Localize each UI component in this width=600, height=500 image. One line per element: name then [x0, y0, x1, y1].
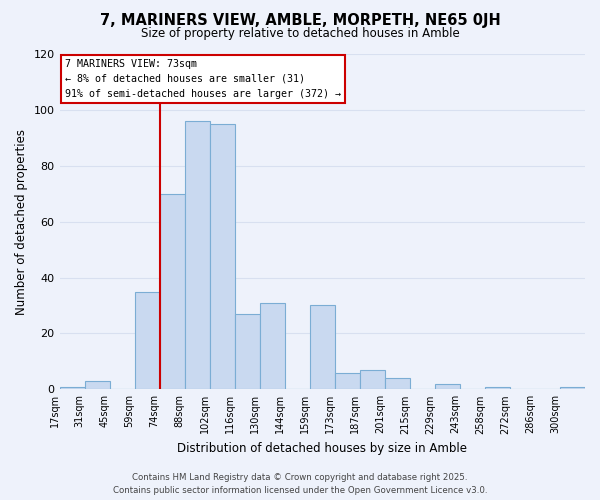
Text: Size of property relative to detached houses in Amble: Size of property relative to detached ho… — [140, 28, 460, 40]
Text: 7, MARINERS VIEW, AMBLE, MORPETH, NE65 0JH: 7, MARINERS VIEW, AMBLE, MORPETH, NE65 0… — [100, 12, 500, 28]
Bar — [335, 372, 360, 390]
Bar — [485, 386, 510, 390]
Text: 7 MARINERS VIEW: 73sqm
← 8% of detached houses are smaller (31)
91% of semi-deta: 7 MARINERS VIEW: 73sqm ← 8% of detached … — [65, 59, 341, 98]
Bar — [209, 124, 235, 390]
Bar — [360, 370, 385, 390]
Bar — [385, 378, 410, 390]
Y-axis label: Number of detached properties: Number of detached properties — [15, 128, 28, 314]
Bar — [310, 306, 335, 390]
Bar — [435, 384, 460, 390]
Bar — [185, 121, 209, 390]
Bar — [235, 314, 260, 390]
X-axis label: Distribution of detached houses by size in Amble: Distribution of detached houses by size … — [177, 442, 467, 455]
Bar — [134, 292, 160, 390]
Text: Contains HM Land Registry data © Crown copyright and database right 2025.
Contai: Contains HM Land Registry data © Crown c… — [113, 474, 487, 495]
Bar — [160, 194, 185, 390]
Bar — [260, 302, 285, 390]
Bar — [560, 386, 585, 390]
Bar — [59, 386, 85, 390]
Bar — [85, 381, 110, 390]
